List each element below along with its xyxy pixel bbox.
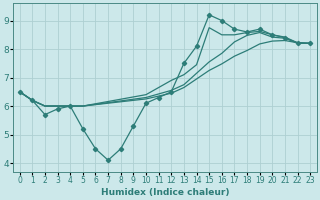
X-axis label: Humidex (Indice chaleur): Humidex (Indice chaleur) <box>101 188 229 197</box>
